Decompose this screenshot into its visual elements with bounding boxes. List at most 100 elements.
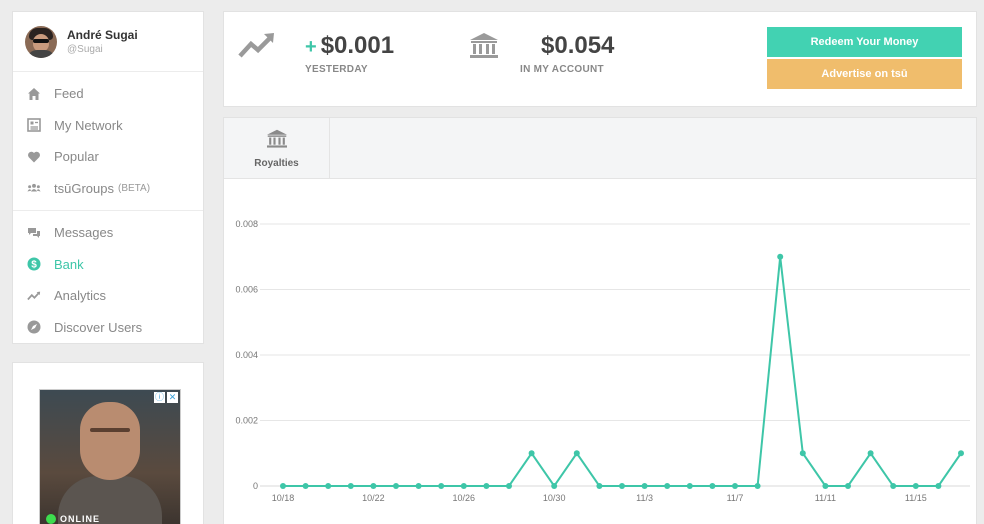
x-tick-label: 10/22 <box>362 493 385 503</box>
data-point <box>845 483 851 489</box>
data-point <box>347 483 354 489</box>
data-point <box>822 483 829 489</box>
sidebar-item-messages[interactable]: Messages <box>13 217 203 249</box>
online-label: ONLINE <box>60 514 101 524</box>
sidebar-item-label: Popular <box>54 149 99 165</box>
chart-panel: Royalties 0 0.002 0.004 0.006 0.008 10/18 10/2… <box>223 117 977 524</box>
sidebar-item-bank[interactable]: $ Bank <box>13 249 203 281</box>
yesterday-label: YESTERDAY <box>305 64 368 75</box>
sidebar-item-popular[interactable]: Popular <box>13 141 203 173</box>
data-point <box>664 483 671 489</box>
data-point <box>280 483 286 489</box>
avatar[interactable] <box>25 25 57 58</box>
tab-royalties[interactable]: Royalties <box>224 118 330 179</box>
info-icon[interactable]: ⓘ <box>154 392 165 403</box>
bank-icon <box>469 32 499 65</box>
x-tick-label: 11/11 <box>815 493 836 503</box>
data-point <box>958 450 964 457</box>
data-point <box>754 483 761 489</box>
data-point <box>573 450 580 457</box>
data-point <box>302 483 309 489</box>
profile-header[interactable]: André Sugai @Sugai <box>13 12 203 72</box>
home-icon <box>27 87 41 101</box>
data-point <box>709 483 716 489</box>
data-point <box>799 450 806 457</box>
earnings-summary: + $0.001 YESTERDAY $0.054 IN MY ACCOUNT R… <box>223 11 977 107</box>
svg-text:$: $ <box>31 260 37 271</box>
beta-badge: (BETA) <box>117 182 151 194</box>
data-point <box>325 483 332 489</box>
data-point <box>393 483 399 489</box>
data-point <box>460 483 467 489</box>
compass-icon <box>27 320 41 334</box>
tab-label: Royalties <box>254 157 299 169</box>
account-label: IN MY ACCOUNT <box>520 64 604 75</box>
sidebar-item-feed[interactable]: Feed <box>13 78 203 110</box>
series-line <box>283 256 962 488</box>
profile-name[interactable]: André Sugai <box>67 27 138 42</box>
sidebar-item-label: Bank <box>54 256 84 272</box>
tab-bar: Royalties <box>224 118 976 179</box>
bank-icon <box>266 129 288 154</box>
x-tick-label: 10/26 <box>453 493 476 503</box>
yesterday-value: $0.001 <box>320 32 395 59</box>
data-point <box>528 450 535 457</box>
sidebar: André Sugai @Sugai Feed My Network Popul… <box>12 11 204 344</box>
data-point <box>370 483 377 489</box>
data-point <box>506 483 512 489</box>
sidebar-item-label: tsūGroups <box>54 180 114 196</box>
trend-icon <box>27 289 41 303</box>
sidebar-item-analytics[interactable]: Analytics <box>13 280 203 312</box>
data-point <box>912 483 919 489</box>
nav-group-secondary: Messages $ Bank Analytics Discover Users <box>13 210 203 349</box>
y-tick-label: 0.004 <box>235 350 258 360</box>
yesterday-earnings: + $0.001 <box>305 32 394 60</box>
x-tick-label: 10/30 <box>543 493 566 503</box>
y-tick-label: 0.006 <box>235 285 258 295</box>
heart-icon <box>27 150 41 164</box>
close-icon[interactable]: ✕ <box>167 392 178 403</box>
sidebar-item-label: Feed <box>54 86 84 102</box>
sidebar-item-label: My Network <box>54 117 123 133</box>
x-tick-label: 10/18 <box>272 493 295 503</box>
data-point <box>777 253 784 260</box>
advertise-button[interactable]: Advertise on tsū <box>767 59 962 89</box>
data-point <box>686 483 693 489</box>
data-point <box>483 483 490 489</box>
sidebar-item-label: Analytics <box>54 288 107 304</box>
data-point <box>596 483 603 489</box>
sidebar-item-my-network[interactable]: My Network <box>13 110 203 142</box>
data-point <box>935 483 942 489</box>
ad-container: ⓘ ✕ ONLINE <box>12 362 204 524</box>
data-point <box>641 483 648 489</box>
data-point <box>438 483 445 489</box>
online-indicator: ONLINE <box>46 514 100 524</box>
sidebar-item-discover-users[interactable]: Discover Users <box>13 312 203 344</box>
x-tick-label: 11/3 <box>636 493 653 503</box>
profile-handle: @Sugai <box>67 43 103 55</box>
groups-icon <box>27 181 41 195</box>
data-point <box>551 483 558 489</box>
nav-group-main: Feed My Network Popular tsūGroups (BETA) <box>13 72 203 210</box>
x-tick-label: 11/15 <box>905 493 927 503</box>
data-point <box>619 483 625 489</box>
dollar-icon: $ <box>27 257 41 271</box>
data-point <box>867 450 874 457</box>
ad-image[interactable]: ⓘ ✕ ONLINE <box>39 389 181 524</box>
y-tick-label: 0 <box>253 481 258 491</box>
sidebar-item-label: Discover Users <box>54 319 143 335</box>
redeem-money-button[interactable]: Redeem Your Money <box>767 27 962 57</box>
data-point <box>415 483 422 489</box>
positive-sign: + <box>305 36 317 58</box>
data-point <box>890 483 897 489</box>
sidebar-item-tsugroups[interactable]: tsūGroups (BETA) <box>13 173 203 205</box>
network-icon <box>27 118 41 133</box>
y-tick-label: 0.002 <box>235 416 258 426</box>
messages-icon <box>27 226 41 240</box>
account-balance: $0.054 <box>541 32 615 59</box>
royalties-chart: 0 0.002 0.004 0.006 0.008 10/18 10/22 10/26 10/3… <box>235 219 970 503</box>
sidebar-item-label: Messages <box>54 225 114 241</box>
x-tick-label: 11/7 <box>727 493 744 503</box>
trend-up-icon <box>238 32 276 65</box>
y-tick-label: 0.008 <box>235 219 258 229</box>
